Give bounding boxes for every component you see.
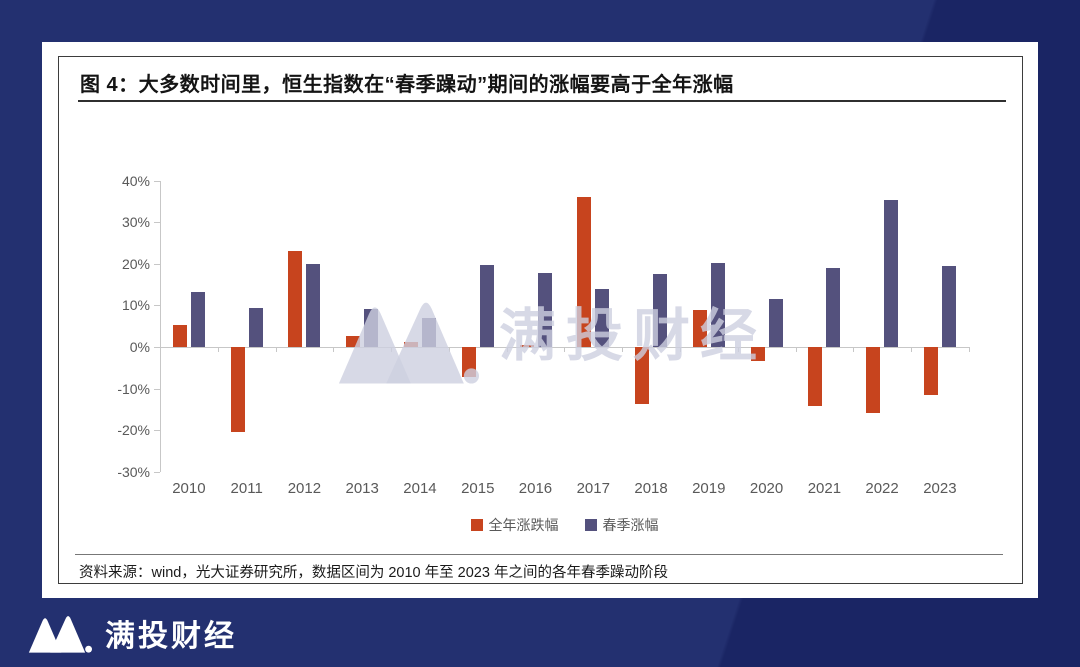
y-tick [154,305,160,307]
y-label-0: 0% [129,339,150,355]
legend-swatch-annual [470,519,483,531]
x-label-2013: 2013 [345,480,379,497]
x-label-2018: 2018 [634,480,668,497]
y-label--20: -20% [117,422,150,439]
y-tick [154,222,160,224]
y-tick [154,388,160,390]
card-inner-border [58,56,1023,584]
x-category-tick [795,347,797,352]
bar-annual-2023 [923,347,938,395]
x-label-2016: 2016 [518,480,553,497]
source-note: 资料来源：wind，光大证券研究所，数据区间为 2010 年至 2023 年之间… [79,565,668,581]
chart-legend: 全年涨跌幅 春季涨幅 [160,515,969,535]
x-category-tick [564,347,566,352]
bar-annual-2019 [692,309,707,347]
x-label-2021: 2021 [807,480,842,497]
x-category-tick [391,347,393,352]
legend-item-spring: 春季涨幅 [584,515,659,535]
x-category-tick [506,347,508,352]
y-label-20: 20% [121,255,150,272]
bar-annual-2018 [635,347,649,404]
y-label-30: 30% [121,214,150,231]
x-category-tick [679,347,681,352]
bar-annual-2015 [461,347,476,377]
bar-annual-2014 [404,341,418,347]
bar-annual-2012 [288,251,303,347]
x-label-2017: 2017 [576,480,610,497]
y-axis-line [160,180,161,472]
bar-spring-2017 [595,288,610,347]
y-label--10: -10% [117,380,150,397]
source-divider [75,554,1003,555]
x-category-tick [968,347,970,352]
y-label-40: 40% [121,172,150,189]
bar-spring-2020 [768,299,783,347]
legend-label-spring: 春季涨幅 [602,517,659,533]
bar-spring-2022 [884,199,899,347]
legend-label-annual: 全年涨跌幅 [488,517,559,533]
bar-spring-2013 [364,308,379,347]
figure-title: 图 4：大多数时间里，恒生指数在“春季躁动”期间的涨幅要高于全年涨幅 [80,74,734,96]
y-tick [154,430,160,432]
x-category-tick [275,347,277,352]
bar-spring-2015 [479,264,494,347]
brand-name: 满投财经 [105,620,237,653]
mantou-logo-icon [28,616,92,653]
y-label-10: 10% [121,297,150,314]
bar-annual-2021 [808,347,823,406]
x-label-2014: 2014 [403,480,437,497]
x-category-tick [737,347,739,352]
title-underline [78,100,1006,102]
x-category-tick [622,347,624,352]
bar-annual-2017 [577,197,592,347]
bar-spring-2014 [422,317,436,347]
zero-baseline [160,347,969,348]
bar-annual-2016 [519,345,534,347]
bar-annual-2020 [750,347,765,362]
x-label-2023: 2023 [923,480,957,497]
bar-spring-2019 [710,263,725,347]
x-category-tick [911,347,912,352]
bar-spring-2010 [190,292,205,347]
bar-annual-2022 [866,347,881,413]
bar-spring-2018 [653,274,667,347]
y-tick [154,347,160,348]
legend-swatch-spring [584,519,597,531]
x-label-2010: 2010 [172,480,206,497]
bar-spring-2021 [826,268,841,347]
y-tick [154,180,160,182]
bar-spring-2011 [248,307,263,347]
x-label-2015: 2015 [461,480,495,497]
x-label-2020: 2020 [749,480,784,497]
legend-item-annual: 全年涨跌幅 [470,515,559,535]
bar-spring-2016 [537,273,552,347]
x-category-tick [217,347,219,352]
y-tick [154,471,160,473]
x-label-2022: 2022 [865,480,899,497]
chart-card: 图 4：大多数时间里，恒生指数在“春季躁动”期间的涨幅要高于全年涨幅 满投财经 … [42,42,1038,598]
y-label--30: -30% [117,463,150,480]
bar-annual-2010 [172,325,187,347]
x-label-2012: 2012 [287,480,322,497]
x-label-2011: 2011 [230,480,263,497]
x-category-tick [160,347,161,352]
x-label-2019: 2019 [692,480,726,497]
bar-annual-2011 [230,347,245,433]
x-category-tick [853,347,855,352]
bar-spring-2023 [941,266,956,347]
x-category-tick [333,347,335,352]
y-tick [154,263,160,265]
footer-brand: 满投财经 [28,610,237,656]
x-category-tick [448,347,450,352]
bar-annual-2013 [346,335,361,347]
bar-spring-2012 [306,263,321,347]
